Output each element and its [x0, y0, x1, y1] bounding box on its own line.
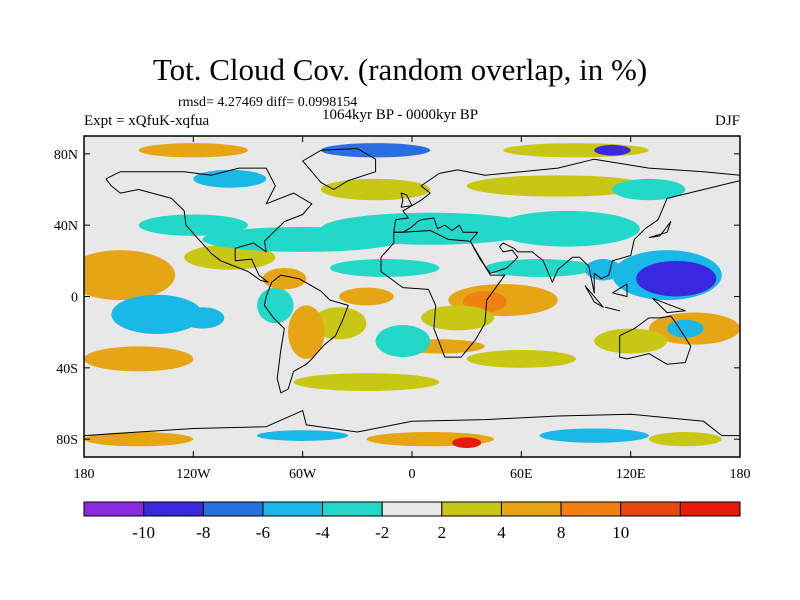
- coastline-1: [302, 148, 377, 190]
- colorbar-label-4: -2: [375, 523, 389, 542]
- y-tick-label-1: 40N: [54, 219, 78, 234]
- colorbar-swatch-10: [679, 501, 741, 517]
- anomaly-region-6: [184, 244, 276, 270]
- anomaly-region-28: [262, 267, 307, 290]
- x-tick-label-4: 60E: [510, 467, 533, 482]
- anomaly-region-3: [111, 294, 203, 334]
- anomaly-region-33: [193, 169, 267, 188]
- anomaly-region-29: [375, 325, 431, 358]
- anomaly-region-26: [288, 305, 325, 359]
- anomaly-region-30: [293, 373, 440, 392]
- coastline-9: [652, 297, 686, 314]
- anomaly-region-1: [84, 250, 176, 301]
- time-period-label: 1064kyr BP - 0000kyr BP: [322, 107, 479, 123]
- colorbar-label-6: 4: [497, 523, 506, 542]
- anomaly-region-27: [257, 287, 294, 324]
- anomaly-region-32: [466, 175, 649, 197]
- anomaly-region-11: [330, 259, 440, 277]
- x-tick-label-0: 180: [74, 467, 95, 482]
- anomaly-region-21: [421, 305, 494, 331]
- anomaly-region-42: [452, 437, 482, 449]
- rmsd-diff-stats: rmsd= 4.27469 diff= 0.0998154: [178, 95, 358, 110]
- x-tick-label-5: 120E: [616, 467, 646, 482]
- colorbar-label-2: -6: [256, 523, 270, 542]
- anomaly-region-17: [667, 319, 704, 338]
- anomaly-region-22: [466, 350, 576, 368]
- coastline-5: [619, 315, 692, 365]
- anomaly-region-36: [320, 143, 431, 158]
- y-tick-label-4: 80S: [56, 433, 78, 448]
- anomaly-region-44: [648, 432, 722, 447]
- y-tick-label-2: 0: [71, 291, 78, 306]
- colorbar-label-5: 2: [438, 523, 447, 542]
- colorbar-swatch-3: [262, 501, 324, 517]
- coastline-4: [393, 158, 740, 294]
- colorbar-label-1: -8: [196, 523, 210, 542]
- anomaly-region-14: [636, 260, 717, 297]
- anomaly-region-4: [180, 307, 225, 329]
- anomaly-region-43: [539, 428, 649, 443]
- coastline-7: [604, 306, 621, 312]
- colorbar-swatch-6: [441, 501, 502, 517]
- axis-ticks-layer: 180 120W 60W 0 60E 120E 180 80N 40N 0 40S 80S: [54, 136, 751, 482]
- coastline-8: [612, 283, 628, 297]
- anomaly-region-8: [138, 214, 248, 236]
- colorbar-swatch-1: [143, 501, 204, 517]
- anomaly-region-34: [612, 178, 686, 201]
- x-tick-label-6: 180: [730, 467, 751, 482]
- coastline-3: [380, 230, 506, 358]
- colorbar-label-8: 10: [612, 523, 629, 542]
- y-tick-label-3: 40S: [56, 362, 78, 377]
- x-tick-label-3: 0: [409, 467, 416, 482]
- anomaly-region-31: [320, 178, 431, 201]
- x-tick-label-1: 120W: [176, 467, 211, 482]
- colorbar: -10 -8 -6 -4 -2 2 4 8 10: [83, 501, 741, 542]
- colorbar-label-7: 8: [557, 523, 566, 542]
- y-tick-label-0: 80N: [54, 148, 78, 163]
- anomaly-region-35: [138, 143, 248, 158]
- anomaly-region-5: [84, 346, 194, 372]
- anomaly-region-24: [311, 307, 367, 340]
- anomaly-region-10: [494, 210, 640, 247]
- anomaly-region-18: [594, 328, 668, 354]
- coastline-11: [400, 192, 413, 208]
- anomaly-region-9: [320, 212, 540, 245]
- x-tick-label-2: 60W: [289, 467, 317, 482]
- coastline-10: [648, 221, 672, 239]
- coastline-0: [105, 167, 313, 283]
- season-label: DJF: [714, 113, 740, 129]
- anomaly-region-40: [257, 430, 349, 441]
- experiment-label: Expt = xQfuK-xqfua: [84, 113, 210, 129]
- anomaly-region-39: [84, 432, 194, 447]
- colorbar-label-0: -10: [132, 523, 155, 542]
- coastline-2: [263, 274, 349, 394]
- colorbar-swatch-2: [202, 501, 264, 517]
- coastline-layer: [84, 148, 740, 437]
- chart-title: Tot. Cloud Cov. (random overlap, in %): [152, 52, 648, 87]
- colorbar-swatch-9: [620, 501, 681, 517]
- colorbar-swatch-7: [500, 501, 562, 517]
- colorbar-swatch-8: [560, 501, 622, 517]
- colorbar-swatch-0: [83, 501, 145, 517]
- coastline-12: [84, 410, 740, 437]
- anomaly-region-25: [339, 287, 394, 306]
- colorbar-swatch-5: [381, 501, 443, 517]
- anomaly-fill-layer: [84, 136, 740, 457]
- colorbar-swatch-4: [322, 501, 383, 517]
- coastline-6: [584, 285, 604, 308]
- anomaly-region-12: [484, 259, 595, 277]
- colorbar-label-3: -4: [315, 523, 330, 542]
- anomaly-region-38: [594, 144, 631, 156]
